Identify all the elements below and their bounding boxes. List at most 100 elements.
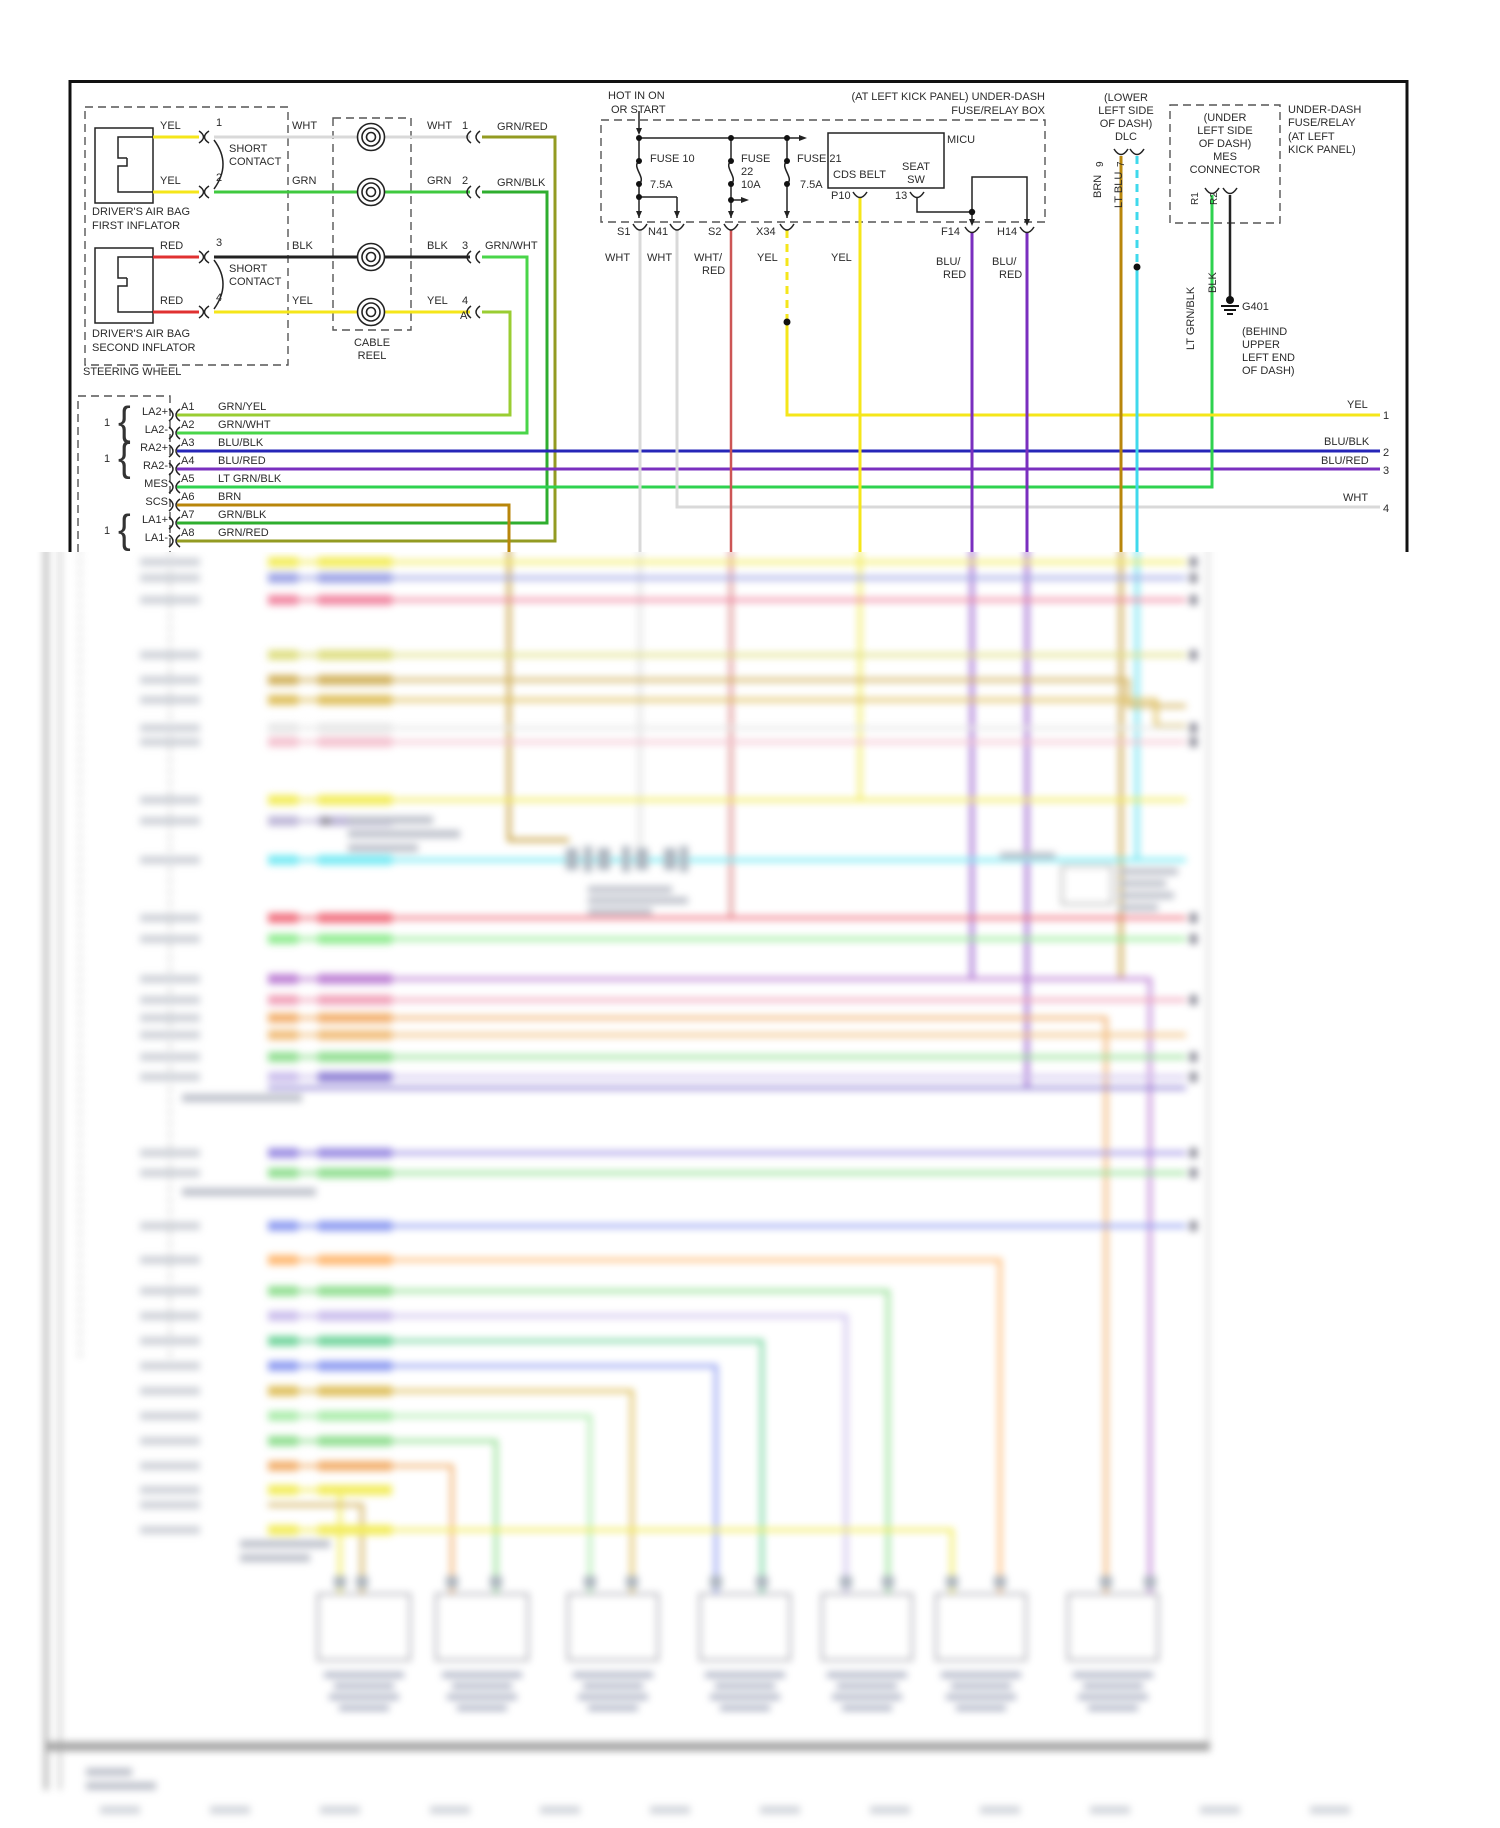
fuse10-label: FUSE 10 [650, 153, 695, 165]
pin-name-scs: SCS [145, 496, 168, 508]
reel-out-num-4: 4 [462, 295, 469, 307]
pin-name-la2p: LA2+ [142, 406, 168, 418]
reel-out-num-3: 3 [462, 240, 469, 252]
wire-n41-wht: WHT [647, 252, 673, 264]
connector-x34-label: X34 [756, 226, 776, 238]
pin-group-num-2: 1 [104, 453, 111, 465]
pin-a6-color: BRN [218, 491, 242, 503]
right-num-3: 3 [1383, 465, 1390, 477]
dlc-label-line3: OF DASH) [1099, 118, 1153, 130]
pin-a8: A8 [181, 527, 195, 539]
fuse21-label: FUSE 21 [797, 153, 842, 165]
pin-group-brace-2: { [118, 435, 131, 481]
fuse22-label2: 22 [741, 166, 754, 178]
dlc-pin-7: 7 [1116, 161, 1127, 167]
wire-h14-blured-2: RED [999, 269, 1023, 281]
ground-note-line4: OF DASH) [1242, 365, 1295, 377]
mes-pin-r1: R1 [1190, 192, 1201, 205]
blurred-pin-chips [140, 557, 392, 1535]
cds-belt-label: CDS BELT [833, 169, 886, 181]
pin-p10-label: P10 [831, 190, 851, 202]
pin-a5-color: LT GRN/BLK [218, 473, 282, 485]
mes-pin-r2: R2 [1209, 192, 1220, 205]
wire-label-red-4: RED [160, 295, 184, 307]
pin-group-brace-3: { [118, 507, 131, 553]
reel-out-num-1: 1 [462, 120, 469, 132]
pin-a3: A3 [181, 437, 195, 449]
wire-label-grn-red: GRN/RED [497, 121, 548, 133]
fuse21-amp: 7.5A [800, 179, 823, 191]
wire-s2-whtred-1: WHT/ [694, 252, 723, 264]
pin-a2: A2 [181, 419, 195, 431]
dlc-label-line1: (LOWER [1104, 92, 1148, 104]
pin-name-ra2m: RA2- [142, 460, 168, 472]
wire-label-wht-mid: WHT [292, 120, 318, 132]
seat-sw-label-line2: SW [907, 174, 925, 186]
wire-label-yel-2: YEL [160, 175, 181, 187]
pin-a2-color: GRN/WHT [218, 419, 271, 431]
fusebox-title-line2: FUSE/RELAY BOX [951, 105, 1045, 117]
reel-out-blk: BLK [427, 240, 448, 252]
short-contact-label-2: SHORT CONTACT [229, 263, 282, 288]
pin-group-num-3: 1 [104, 525, 111, 537]
pin-name-la2m: LA2- [144, 424, 168, 436]
connector-s1-label: S1 [617, 226, 631, 238]
reel-out-sub-a: A [460, 310, 468, 322]
ground-note-line2: UPPER [1242, 339, 1280, 351]
right-wire-wht: WHT [1343, 492, 1369, 504]
dlc-label-line4: DLC [1114, 131, 1137, 143]
dlc-pin-9: 9 [1095, 161, 1106, 167]
pin-a6: A6 [181, 491, 195, 503]
mes-label-line4: MES [1213, 151, 1237, 163]
sharp-diagram-region: YEL 1 YEL 2 RED 3 RED 4 SHORT CONTACT SH… [0, 0, 1500, 552]
pin-13-label: 13 [895, 190, 908, 202]
pin-number-1: 1 [216, 117, 223, 129]
pin-a4-color: BLU/RED [218, 455, 266, 467]
connector-f14-label: F14 [941, 226, 960, 238]
underdash-label-line3: (AT LEFT [1288, 131, 1335, 143]
reel-out-yel: YEL [427, 295, 448, 307]
pin-a5: A5 [181, 473, 195, 485]
micu-label: MICU [947, 134, 976, 146]
pin-a8-color: GRN/RED [218, 527, 269, 539]
ground-note-line1: (BEHIND [1242, 326, 1288, 338]
wire-f14-blured-2: RED [943, 269, 967, 281]
wire-h14-blured-1: BLU/ [992, 256, 1017, 268]
steering-wheel-label: STEERING WHEEL [83, 366, 182, 378]
wire-mes-blk: BLK [1207, 272, 1219, 293]
pin-number-2: 2 [216, 172, 223, 184]
pin-a1: A1 [181, 401, 195, 413]
pin-group-num-1: 1 [104, 417, 111, 429]
underdash-label-line1: UNDER-DASH [1288, 104, 1362, 116]
right-wire-blured: BLU/RED [1321, 455, 1369, 467]
inflator2-label-line1: DRIVER'S AIR BAG [92, 328, 191, 340]
inflator1-label-line2: FIRST INFLATOR [92, 220, 181, 232]
wire-label-grn-blk: GRN/BLK [497, 177, 546, 189]
reel-out-wht: WHT [427, 120, 453, 132]
pin-number-4: 4 [216, 292, 223, 304]
wire-s1-wht: WHT [605, 252, 631, 264]
ground-note-line3: LEFT END [1242, 352, 1295, 364]
inflator1-label-line1: DRIVER'S AIR BAG [92, 206, 191, 218]
right-num-4: 4 [1383, 503, 1390, 515]
in flator2-label-line2: SECOND INFLATOR [92, 342, 196, 354]
mes-label-line1: (UNDER [1203, 112, 1247, 124]
wire-label-blk-mid: BLK [292, 240, 313, 252]
pin-a1-color: GRN/YEL [218, 401, 267, 413]
wiring-graphics [68, 80, 1409, 552]
pin-a7: A7 [181, 509, 195, 521]
seat-sw-label-line1: SEAT [902, 161, 930, 173]
connector-h14-label: H14 [997, 226, 1018, 238]
right-wire-blublk: BLU/BLK [1324, 436, 1370, 448]
connector-s2-label: S2 [708, 226, 722, 238]
right-wire-yel: YEL [1347, 399, 1368, 411]
pin-name-la1m: LA1- [144, 532, 168, 544]
mes-label-line5: CONNECTOR [1189, 164, 1261, 176]
wire-label-yel-mid: YEL [292, 295, 313, 307]
right-num-1: 1 [1383, 410, 1390, 422]
wire-mes-ltgrnblk: LT GRN/BLK [1185, 286, 1197, 350]
pin-number-3: 3 [216, 237, 223, 249]
